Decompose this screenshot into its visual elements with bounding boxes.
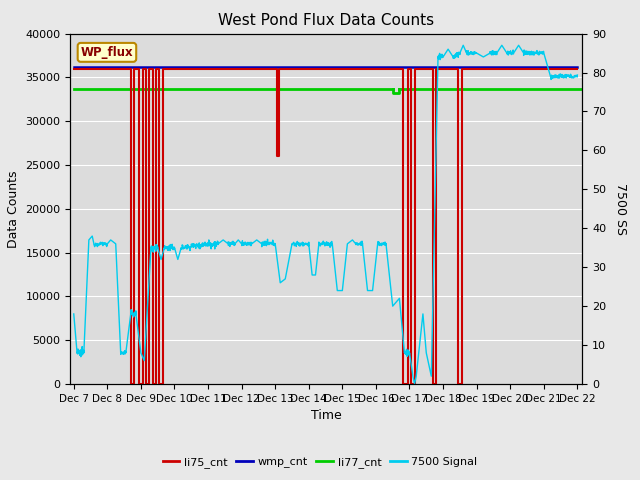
- Legend: li75_cnt, wmp_cnt, li77_cnt, 7500 Signal: li75_cnt, wmp_cnt, li77_cnt, 7500 Signal: [158, 452, 482, 472]
- X-axis label: Time: Time: [311, 409, 342, 422]
- Y-axis label: 7500 SS: 7500 SS: [614, 183, 627, 235]
- Y-axis label: Data Counts: Data Counts: [7, 170, 20, 248]
- Text: WP_flux: WP_flux: [81, 46, 133, 59]
- Title: West Pond Flux Data Counts: West Pond Flux Data Counts: [218, 13, 435, 28]
